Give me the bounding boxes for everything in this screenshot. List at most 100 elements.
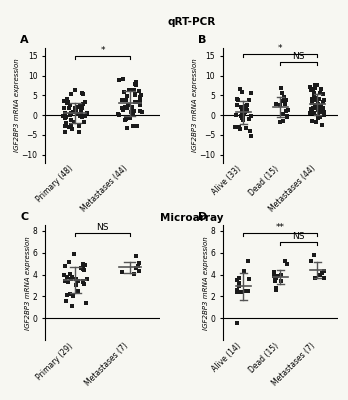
Point bbox=[130, 122, 136, 129]
Point bbox=[72, 87, 78, 93]
Point bbox=[272, 273, 277, 280]
Point bbox=[134, 99, 139, 105]
Point bbox=[116, 110, 121, 117]
Point bbox=[137, 102, 142, 108]
Point bbox=[234, 277, 239, 283]
Point bbox=[63, 263, 68, 270]
Text: qRT-PCR: qRT-PCR bbox=[167, 17, 215, 27]
Point bbox=[239, 110, 245, 116]
Point bbox=[74, 110, 80, 117]
Point bbox=[127, 115, 133, 122]
Point bbox=[246, 96, 252, 103]
Point bbox=[312, 95, 318, 102]
Point bbox=[239, 115, 245, 121]
Point bbox=[79, 90, 85, 96]
Point bbox=[81, 281, 87, 288]
Point bbox=[282, 94, 287, 100]
Point bbox=[69, 126, 75, 133]
Point bbox=[63, 120, 69, 126]
Point bbox=[273, 284, 279, 291]
Point bbox=[132, 91, 137, 98]
Point bbox=[79, 104, 85, 111]
Point bbox=[68, 276, 74, 283]
Point bbox=[284, 261, 290, 267]
Point bbox=[319, 122, 324, 128]
Point bbox=[244, 107, 250, 113]
Point bbox=[272, 276, 277, 282]
Point bbox=[132, 92, 137, 98]
Point bbox=[314, 97, 320, 103]
Point bbox=[119, 97, 125, 103]
Y-axis label: IGF2BP3 mRNA expression: IGF2BP3 mRNA expression bbox=[14, 58, 20, 152]
Y-axis label: IGF2BP3 mRNA expression: IGF2BP3 mRNA expression bbox=[192, 58, 198, 152]
Point bbox=[239, 108, 245, 114]
Point bbox=[125, 125, 130, 131]
Point bbox=[278, 84, 284, 91]
Point bbox=[283, 108, 289, 114]
Point bbox=[79, 110, 84, 117]
Point bbox=[285, 106, 291, 113]
Point bbox=[80, 90, 85, 97]
Point bbox=[73, 105, 78, 112]
Point bbox=[240, 89, 245, 96]
Point bbox=[65, 279, 71, 285]
Point bbox=[242, 108, 247, 115]
Text: NS: NS bbox=[292, 232, 305, 241]
Point bbox=[241, 111, 246, 117]
Point bbox=[136, 268, 142, 274]
Point bbox=[126, 102, 131, 109]
Point bbox=[82, 267, 87, 273]
Point bbox=[80, 266, 86, 272]
Point bbox=[319, 270, 324, 276]
Point bbox=[62, 115, 68, 122]
Point bbox=[236, 275, 242, 281]
Point bbox=[128, 109, 134, 115]
Point bbox=[322, 112, 327, 118]
Point bbox=[66, 259, 72, 265]
Point bbox=[79, 264, 84, 271]
Point bbox=[124, 93, 130, 99]
Point bbox=[120, 76, 126, 82]
Point bbox=[311, 92, 316, 98]
Point bbox=[61, 105, 67, 111]
Point bbox=[307, 84, 313, 90]
Point bbox=[62, 123, 68, 129]
Point bbox=[236, 283, 242, 289]
Text: C: C bbox=[20, 212, 28, 222]
Point bbox=[246, 288, 251, 294]
Point bbox=[243, 102, 248, 109]
Point bbox=[139, 108, 144, 115]
Point bbox=[234, 102, 239, 108]
Point bbox=[136, 88, 142, 95]
Point bbox=[63, 277, 68, 284]
Point bbox=[127, 86, 132, 93]
Text: **: ** bbox=[276, 223, 285, 232]
Point bbox=[244, 108, 250, 114]
Point bbox=[311, 90, 317, 97]
Point bbox=[248, 133, 253, 140]
Point bbox=[76, 104, 81, 110]
Point bbox=[310, 118, 315, 125]
Point bbox=[76, 129, 81, 135]
Point bbox=[68, 270, 73, 277]
Point bbox=[244, 101, 250, 108]
Point bbox=[320, 98, 325, 105]
Text: NS: NS bbox=[96, 223, 109, 232]
Text: Microarray: Microarray bbox=[160, 213, 223, 223]
Point bbox=[78, 112, 83, 119]
Point bbox=[233, 112, 239, 119]
Point bbox=[120, 269, 125, 275]
Point bbox=[70, 108, 76, 115]
Point bbox=[125, 105, 130, 111]
Point bbox=[283, 101, 288, 108]
Y-axis label: IGF2BP3 mRNA expression: IGF2BP3 mRNA expression bbox=[203, 236, 209, 330]
Point bbox=[247, 127, 253, 134]
Point bbox=[311, 252, 317, 258]
Point bbox=[133, 82, 139, 88]
Point bbox=[282, 258, 287, 264]
Point bbox=[129, 105, 135, 112]
Point bbox=[285, 114, 290, 120]
Point bbox=[62, 128, 68, 135]
Point bbox=[82, 262, 88, 269]
Point bbox=[317, 89, 323, 96]
